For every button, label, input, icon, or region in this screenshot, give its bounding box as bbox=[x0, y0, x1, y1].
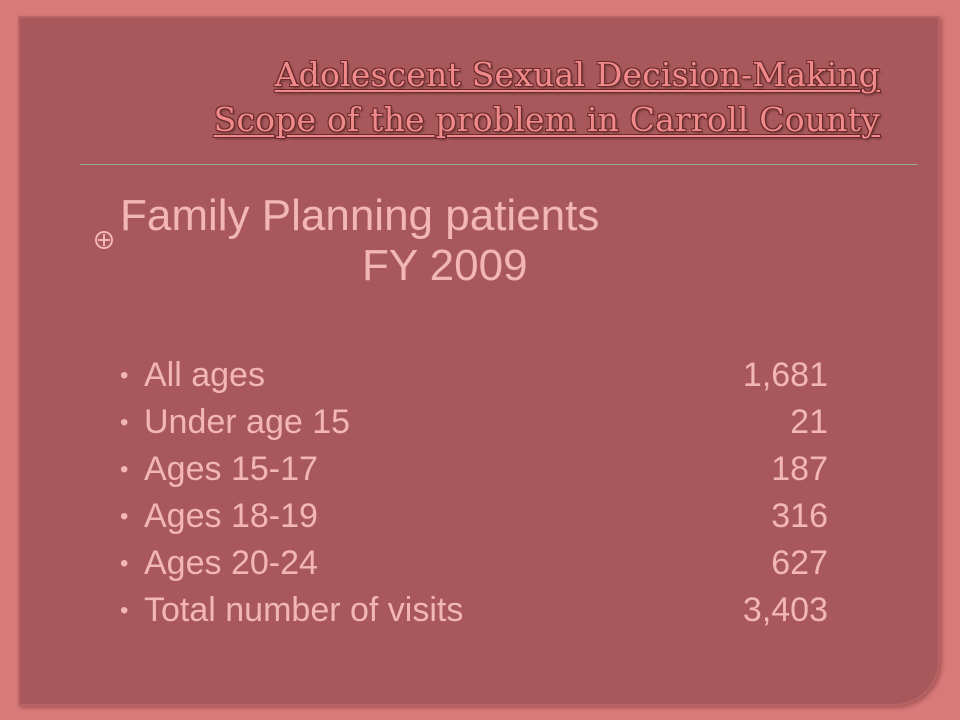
stat-label: Ages 20-24 bbox=[144, 544, 318, 582]
list-item: • Ages 18-19 316 bbox=[120, 493, 840, 540]
stat-label: Ages 18-19 bbox=[144, 497, 318, 535]
stat-value: 21 bbox=[790, 403, 828, 441]
heading-line-1: Family Planning patients bbox=[120, 191, 600, 240]
section-heading: Family Planning patients FY 2009 bbox=[94, 188, 600, 290]
stat-value: 3,403 bbox=[742, 591, 828, 629]
stat-label: Under age 15 bbox=[144, 403, 351, 441]
list-item: • Ages 20-24 627 bbox=[120, 540, 840, 587]
list-item: • Ages 15-17 187 bbox=[120, 446, 840, 493]
stat-label: Ages 15-17 bbox=[144, 450, 318, 488]
stat-value: 627 bbox=[771, 544, 828, 582]
dot-icon: • bbox=[120, 597, 129, 624]
dot-icon: • bbox=[120, 409, 129, 436]
dot-icon: • bbox=[120, 550, 129, 577]
stat-value: 1,681 bbox=[742, 356, 828, 394]
list-item: • Under age 15 21 bbox=[120, 399, 840, 446]
stat-label: Total number of visits bbox=[144, 591, 464, 629]
dot-icon: • bbox=[120, 456, 129, 483]
stat-value: 316 bbox=[771, 497, 828, 535]
title-line-1: Adolescent Sexual Decision-Making bbox=[274, 55, 880, 94]
title-divider bbox=[80, 164, 918, 165]
slide-panel: Adolescent Sexual Decision-Making Scope … bbox=[18, 16, 940, 706]
stat-value: 187 bbox=[771, 450, 828, 488]
list-item: • All ages 1,681 bbox=[120, 352, 840, 399]
list-item: • Total number of visits 3,403 bbox=[120, 587, 840, 634]
dot-icon: • bbox=[120, 503, 129, 530]
stat-label: All ages bbox=[144, 356, 265, 394]
dot-icon: • bbox=[120, 362, 129, 389]
heading-line-2: FY 2009 bbox=[362, 241, 528, 290]
title-line-2: Scope of the problem in Carroll County bbox=[213, 100, 880, 139]
slide-title: Adolescent Sexual Decision-Making Scope … bbox=[214, 52, 880, 142]
circled-plus-icon bbox=[94, 208, 114, 249]
stats-list: • All ages 1,681 • Under age 15 21 • Age… bbox=[120, 352, 840, 634]
